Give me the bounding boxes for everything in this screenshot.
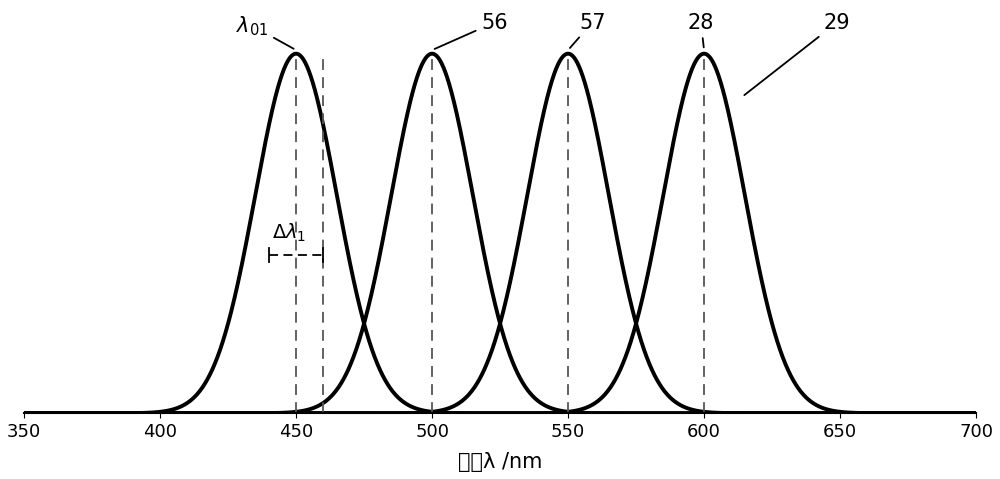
Text: 29: 29: [744, 12, 850, 95]
X-axis label: 波长λ /nm: 波长λ /nm: [458, 452, 542, 472]
Text: 57: 57: [570, 12, 605, 48]
Text: 56: 56: [435, 12, 508, 49]
Text: $\Delta\lambda_1$: $\Delta\lambda_1$: [272, 222, 306, 244]
Text: $\lambda_{01}$: $\lambda_{01}$: [236, 14, 294, 49]
Text: 28: 28: [688, 12, 714, 47]
